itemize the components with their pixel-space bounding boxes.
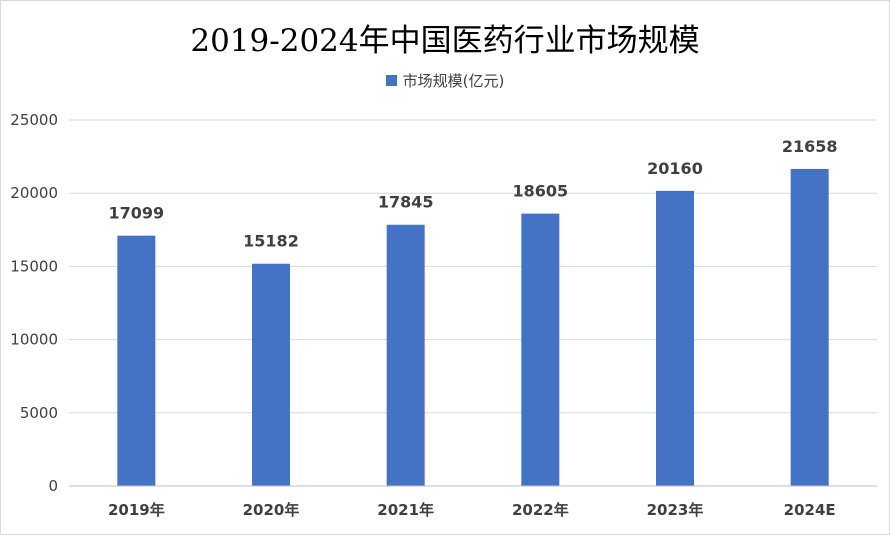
legend-label: 市场规模(亿元) (402, 72, 505, 90)
bar (117, 235, 156, 486)
y-tick-label: 10000 (10, 331, 58, 349)
x-tick-label: 2020年 (243, 501, 300, 519)
legend-swatch (385, 75, 397, 86)
x-tick-label: 2024E (784, 501, 836, 519)
x-tick-label: 2021年 (377, 501, 434, 519)
data-label: 21658 (782, 137, 838, 156)
data-label: 18605 (512, 182, 568, 201)
bar (656, 190, 694, 486)
y-tick-label: 15000 (10, 257, 58, 275)
bar (790, 168, 829, 486)
data-label: 20160 (647, 159, 703, 178)
bar (386, 224, 425, 486)
y-tick-label: 25000 (10, 111, 58, 129)
x-tick-label: 2022年 (512, 501, 569, 519)
x-tick-label: 2019年 (108, 501, 165, 519)
chart-title: 2019-2024年中国医药行业市场规模 (190, 23, 700, 59)
bar (521, 213, 560, 486)
y-tick-label: 5000 (20, 404, 58, 422)
chart-legend: 市场规模(亿元) (1, 70, 889, 91)
data-label: 17845 (378, 193, 434, 212)
data-label: 15182 (243, 232, 299, 251)
y-tick-label: 20000 (10, 184, 58, 202)
y-tick-label: 0 (48, 477, 58, 495)
x-tick-label: 2023年 (647, 501, 704, 519)
data-label: 17099 (108, 204, 164, 223)
bar (252, 263, 290, 486)
